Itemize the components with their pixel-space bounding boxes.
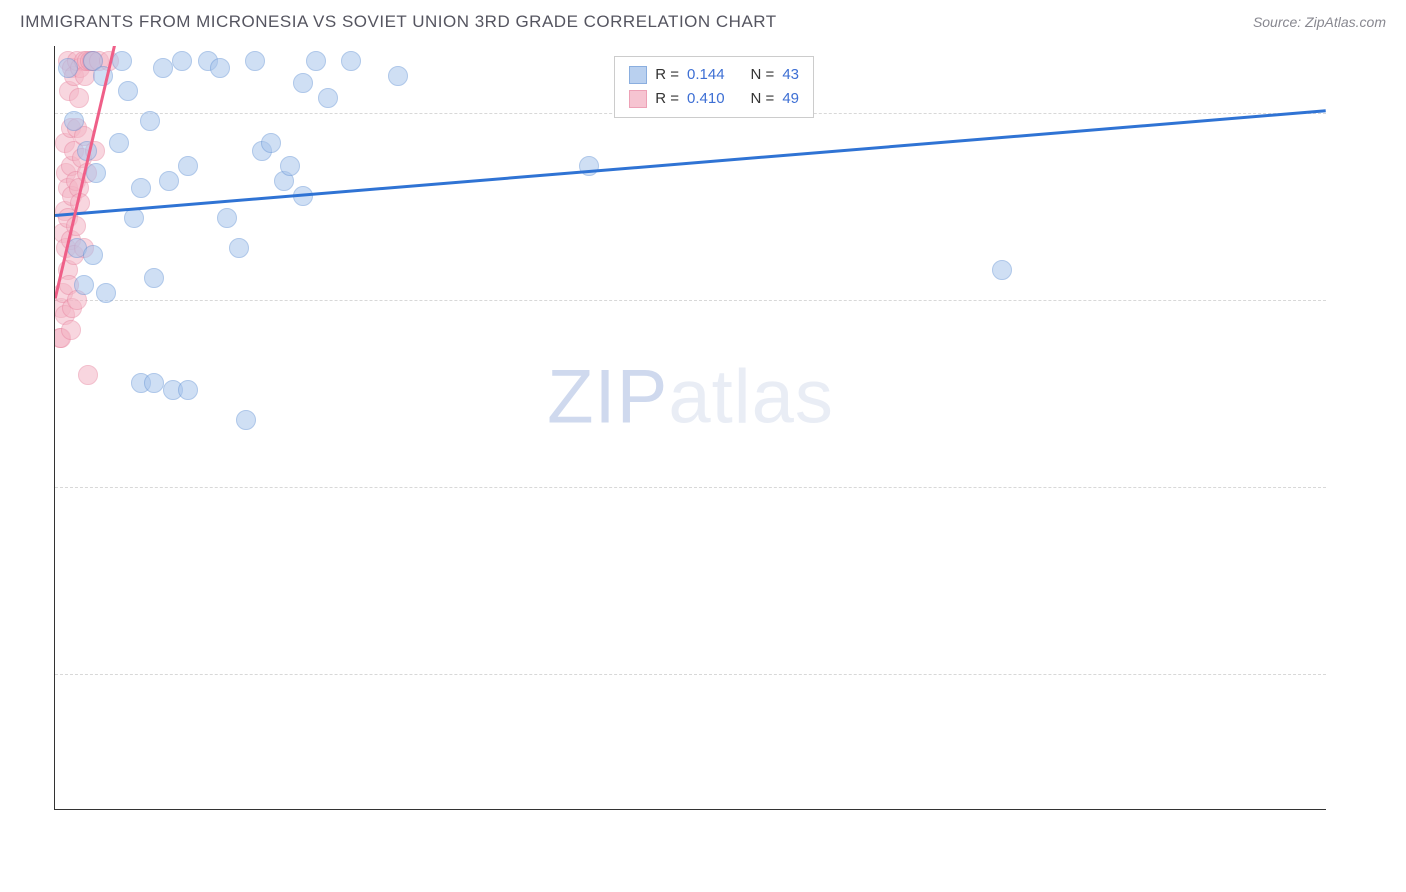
- x-tick: [818, 809, 819, 810]
- data-point: [140, 111, 160, 131]
- watermark-right: atlas: [668, 354, 834, 439]
- trendline: [55, 110, 1326, 217]
- data-point: [236, 410, 256, 430]
- data-point: [306, 51, 326, 71]
- chart-plot-area: ZIPatlas 3rd Grade 92.5%95.0%97.5%100.0%…: [54, 46, 1326, 810]
- data-point: [172, 51, 192, 71]
- data-point: [992, 260, 1012, 280]
- data-point: [83, 245, 103, 265]
- source-prefix: Source:: [1253, 14, 1305, 30]
- gridline-h: [55, 487, 1326, 488]
- watermark: ZIPatlas: [547, 353, 834, 440]
- legend-n-label: N =: [751, 63, 775, 87]
- legend-r-label: R =: [655, 87, 679, 111]
- data-point: [217, 208, 237, 228]
- data-point: [178, 380, 198, 400]
- data-point: [58, 58, 78, 78]
- legend-r-label: R =: [655, 63, 679, 87]
- gridline-h: [55, 674, 1326, 675]
- data-point: [318, 88, 338, 108]
- data-point: [109, 133, 129, 153]
- x-tick: [309, 809, 310, 810]
- legend-r-value: 0.144: [687, 63, 725, 87]
- legend-stats-row: R = 0.410 N = 49: [629, 87, 799, 111]
- legend-swatch: [629, 90, 647, 108]
- data-point: [293, 73, 313, 93]
- data-point: [86, 163, 106, 183]
- data-point: [245, 51, 265, 71]
- source-credit: Source: ZipAtlas.com: [1253, 14, 1386, 30]
- data-point: [61, 320, 81, 340]
- data-point: [144, 268, 164, 288]
- legend-n-value: 43: [782, 63, 799, 87]
- x-tick: [1199, 809, 1200, 810]
- x-tick: [182, 809, 183, 810]
- source-name: ZipAtlas.com: [1305, 14, 1386, 30]
- legend-r-value: 0.410: [687, 87, 725, 111]
- x-tick: [691, 809, 692, 810]
- data-point: [64, 111, 84, 131]
- header: IMMIGRANTS FROM MICRONESIA VS SOVIET UNI…: [0, 0, 1406, 40]
- data-point: [96, 283, 116, 303]
- x-tick: [945, 809, 946, 810]
- data-point: [280, 156, 300, 176]
- data-point: [229, 238, 249, 258]
- page-title: IMMIGRANTS FROM MICRONESIA VS SOVIET UNI…: [20, 12, 777, 32]
- data-point: [74, 275, 94, 295]
- data-point: [388, 66, 408, 86]
- x-tick: [563, 809, 564, 810]
- legend-n-label: N =: [751, 87, 775, 111]
- data-point: [144, 373, 164, 393]
- gridline-h: [55, 300, 1326, 301]
- data-point: [159, 171, 179, 191]
- data-point: [112, 51, 132, 71]
- legend-swatch: [629, 66, 647, 84]
- watermark-left: ZIP: [547, 354, 668, 439]
- data-point: [124, 208, 144, 228]
- data-point: [341, 51, 361, 71]
- data-point: [178, 156, 198, 176]
- y-axis-label: 3rd Grade: [54, 396, 55, 459]
- chart-container: ZIPatlas 3rd Grade 92.5%95.0%97.5%100.0%…: [54, 40, 1386, 850]
- data-point: [210, 58, 230, 78]
- x-tick: [1072, 809, 1073, 810]
- x-tick: [55, 809, 56, 810]
- data-point: [131, 178, 151, 198]
- data-point: [118, 81, 138, 101]
- x-tick: [436, 809, 437, 810]
- legend-stats-row: R = 0.144 N = 43: [629, 63, 799, 87]
- data-point: [78, 365, 98, 385]
- legend-n-value: 49: [782, 87, 799, 111]
- legend-stats: R = 0.144 N = 43 R = 0.410 N = 49: [614, 56, 814, 118]
- data-point: [261, 133, 281, 153]
- data-point: [69, 88, 89, 108]
- data-point: [153, 58, 173, 78]
